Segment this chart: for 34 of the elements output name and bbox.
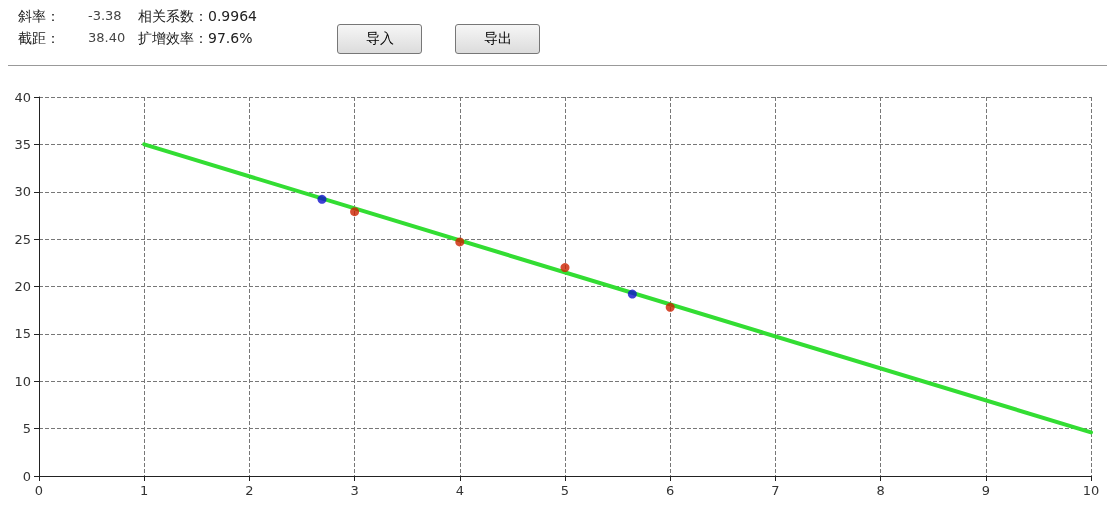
- text: 38.40: [88, 29, 127, 47]
- y-tick-label: 0: [22, 468, 31, 484]
- x-tick-label: 10: [1082, 483, 1100, 498]
- x-tick-label: 8: [876, 483, 885, 498]
- text: 斜率：: [18, 7, 61, 26]
- text: -3.38: [88, 7, 123, 25]
- x-tick-label: 1: [140, 483, 149, 498]
- y-tick-label: 5: [22, 421, 31, 437]
- y-tick-label: 30: [14, 184, 31, 200]
- text: 截距：: [18, 29, 61, 48]
- y-tick-label: 35: [14, 136, 31, 152]
- x-tick-label: 6: [666, 483, 675, 498]
- point: [350, 207, 360, 217]
- y-tick-label: 25: [14, 231, 31, 247]
- y-tick-label: 10: [14, 373, 31, 389]
- y-tick-label: 20: [14, 279, 31, 294]
- text: 导出: [455, 24, 540, 54]
- text: 扩增效率：97.6%: [138, 29, 254, 48]
- text: 导入: [337, 24, 422, 54]
- point: [665, 302, 675, 312]
- text: 相关系数：0.9964: [138, 7, 258, 26]
- point: [455, 237, 465, 247]
- x-tick-label: 9: [981, 483, 990, 498]
- x-tick-label: 7: [771, 483, 780, 498]
- point: [317, 194, 327, 204]
- x-tick-label: 4: [455, 483, 464, 498]
- x-tick-label: 5: [560, 483, 570, 498]
- point: [627, 289, 637, 299]
- x-tick-label: 3: [350, 483, 359, 498]
- y-tick-label: 40: [14, 89, 31, 105]
- x-tick-label: 0: [34, 483, 44, 498]
- x-tick-label: 2: [245, 483, 254, 498]
- y-tick-label: 15: [14, 326, 31, 342]
- point: [560, 263, 570, 273]
